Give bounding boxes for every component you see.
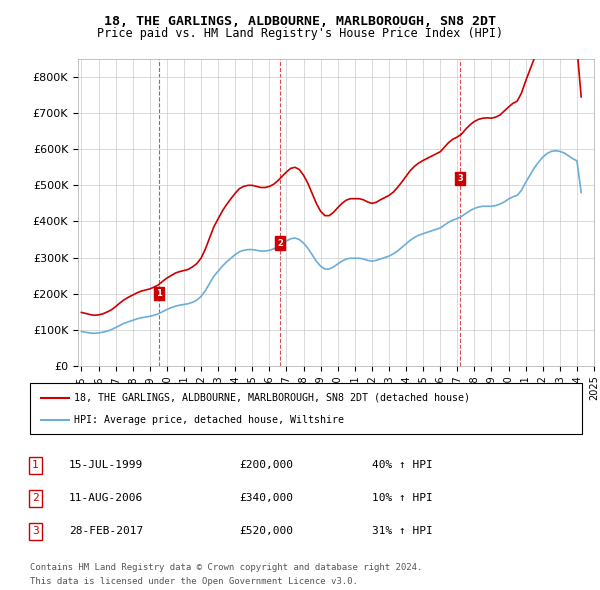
- Text: 1: 1: [32, 460, 39, 470]
- Text: 18, THE GARLINGS, ALDBOURNE, MARLBOROUGH, SN8 2DT: 18, THE GARLINGS, ALDBOURNE, MARLBOROUGH…: [104, 15, 496, 28]
- Text: This data is licensed under the Open Government Licence v3.0.: This data is licensed under the Open Gov…: [30, 577, 358, 586]
- Text: £520,000: £520,000: [240, 526, 294, 536]
- Text: 2: 2: [277, 238, 283, 248]
- Text: 1: 1: [156, 289, 162, 298]
- Text: HPI: Average price, detached house, Wiltshire: HPI: Average price, detached house, Wilt…: [74, 415, 344, 425]
- Text: 31% ↑ HPI: 31% ↑ HPI: [372, 526, 433, 536]
- Text: 10% ↑ HPI: 10% ↑ HPI: [372, 493, 433, 503]
- FancyBboxPatch shape: [30, 384, 582, 434]
- Text: Contains HM Land Registry data © Crown copyright and database right 2024.: Contains HM Land Registry data © Crown c…: [30, 563, 422, 572]
- Text: 2: 2: [32, 493, 39, 503]
- Text: 18, THE GARLINGS, ALDBOURNE, MARLBOROUGH, SN8 2DT (detached house): 18, THE GARLINGS, ALDBOURNE, MARLBOROUGH…: [74, 392, 470, 402]
- Text: 40% ↑ HPI: 40% ↑ HPI: [372, 460, 433, 470]
- Text: 11-AUG-2006: 11-AUG-2006: [68, 493, 143, 503]
- Text: £200,000: £200,000: [240, 460, 294, 470]
- Text: Price paid vs. HM Land Registry's House Price Index (HPI): Price paid vs. HM Land Registry's House …: [97, 27, 503, 40]
- Text: 15-JUL-1999: 15-JUL-1999: [68, 460, 143, 470]
- Text: 28-FEB-2017: 28-FEB-2017: [68, 526, 143, 536]
- Text: 3: 3: [457, 173, 463, 183]
- Text: 3: 3: [32, 526, 39, 536]
- Text: £340,000: £340,000: [240, 493, 294, 503]
